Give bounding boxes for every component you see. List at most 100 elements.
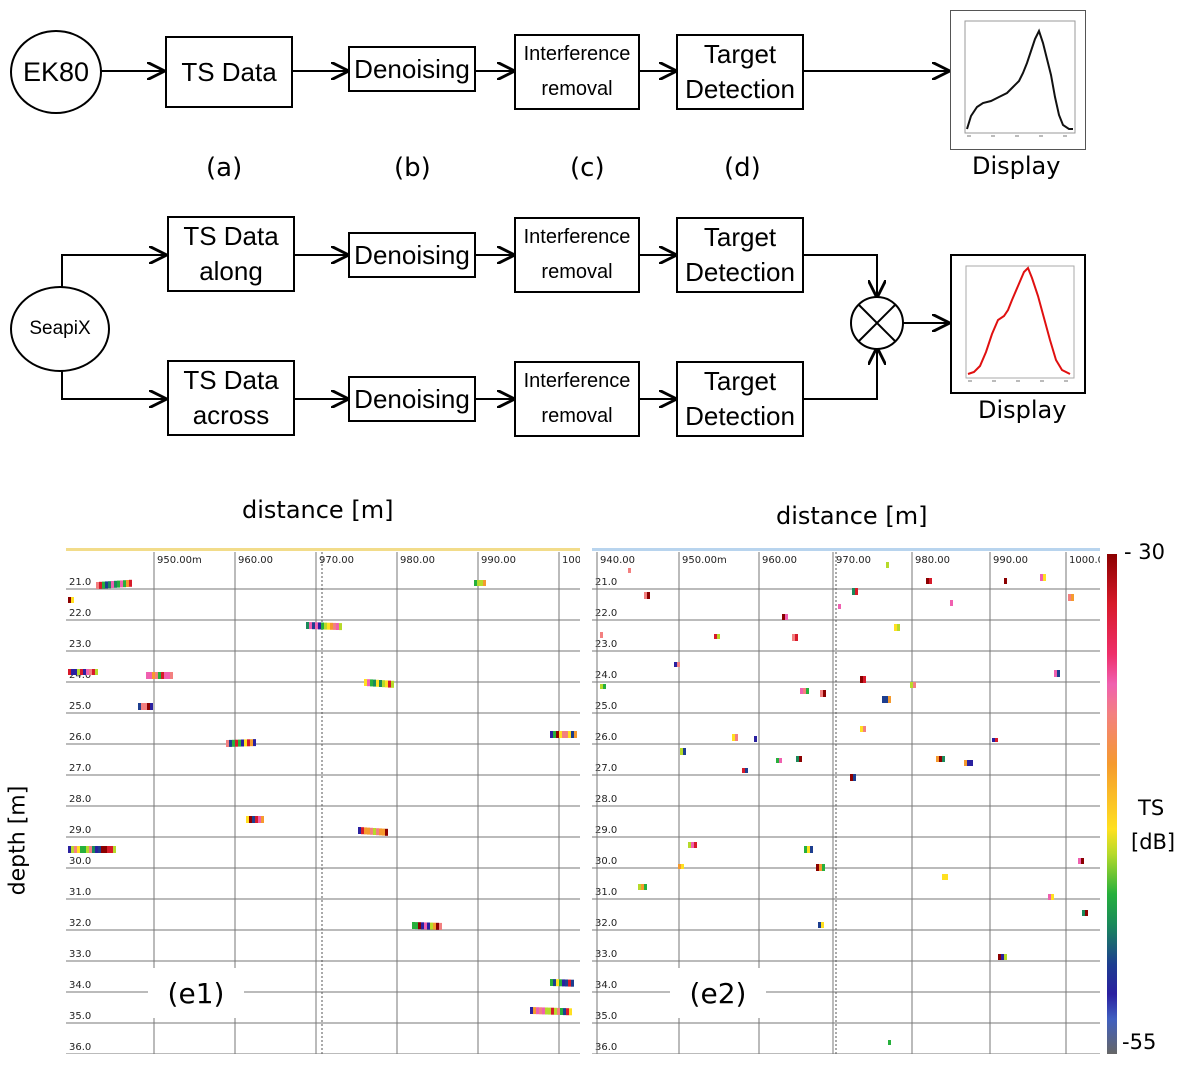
depth-tick-label: 34.0 — [69, 980, 91, 991]
target-echo — [964, 760, 973, 766]
panel-tag-e1: (e1) — [148, 968, 244, 1018]
box-target-line2: Detection — [685, 74, 795, 104]
target-echo — [644, 592, 650, 599]
display-plot-top — [964, 20, 1076, 137]
target-echo — [1078, 858, 1084, 864]
depth-tick-label: 31.0 — [595, 887, 617, 898]
box-ts-data-along: TS Data along — [167, 216, 295, 292]
depth-tick-label: 23.0 — [595, 639, 617, 650]
depth-axis-label-wrap: depth [m] — [0, 780, 36, 900]
depth-tick-label: 25.0 — [595, 701, 617, 712]
display-thumbnail-top — [950, 10, 1086, 150]
target-echo — [680, 748, 686, 755]
box-interf-across-line2: removal — [541, 405, 613, 427]
source-ek80: EK80 — [10, 30, 102, 114]
depth-tick-label: 29.0 — [69, 825, 91, 836]
depth-tick-label: 26.0 — [595, 732, 617, 743]
target-echo — [926, 578, 932, 584]
echogram-panel-left: 21.0 22.0 23.0 24.0 25.0 26.0 27.0 28.0 29.0 30.0… — [66, 548, 603, 1055]
box-ts-along-line2: along — [199, 256, 263, 286]
target-echo — [306, 622, 342, 631]
target-echo — [146, 672, 173, 679]
depth-tick-label: 36.0 — [69, 1042, 91, 1053]
target-echo — [820, 690, 826, 697]
source-seapix: SeapiX — [10, 286, 110, 372]
distance-tick-label: 950.00m — [157, 555, 202, 566]
target-echo — [860, 676, 866, 683]
target-echo — [412, 922, 442, 930]
box-ts-across-line1: TS Data — [183, 364, 279, 395]
target-echo — [950, 600, 953, 606]
source-ek80-label: EK80 — [22, 56, 90, 87]
target-echo — [998, 954, 1007, 960]
target-echo — [776, 758, 782, 763]
distance-label-left: distance [m] — [242, 496, 394, 524]
box-target-along-line2: Detection — [685, 257, 795, 287]
depth-tick-label: 31.0 — [69, 887, 91, 898]
target-echo — [358, 827, 388, 836]
distance-tick-label: 950.00m — [682, 555, 727, 566]
distance-tick-label: 960.00 — [762, 555, 797, 566]
distance-tick-label: 970.00 — [836, 555, 871, 566]
box-ts-along-line1: TS Data — [183, 220, 279, 251]
target-echo — [678, 864, 684, 869]
ts-colorbar — [1107, 554, 1117, 1054]
target-echo — [1054, 670, 1060, 677]
echogram-top-strip — [66, 548, 580, 551]
box-ts-data: TS Data — [165, 36, 293, 108]
depth-tick-label: 33.0 — [69, 949, 91, 960]
target-echo — [852, 588, 858, 595]
box-denoising-across-label: Denoising — [354, 383, 470, 414]
distance-tick-label: 960.00 — [238, 555, 273, 566]
depth-tick-label: 36.0 — [595, 1042, 617, 1053]
target-echo — [816, 864, 825, 871]
depth-tick-label: 27.0 — [595, 763, 617, 774]
colorbar-title: TS — [1138, 796, 1165, 820]
box-interference-line1: Interference — [523, 43, 631, 65]
display-plot-bottom — [965, 265, 1075, 382]
step-d: (d) — [724, 153, 761, 183]
target-echo — [800, 688, 809, 694]
box-target-detection: Target Detection — [676, 34, 804, 110]
depth-tick-label: 35.0 — [69, 1011, 91, 1022]
echogram-left: 21.0 22.0 23.0 24.0 25.0 26.0 27.0 28.0 29.0 30.0… — [66, 548, 603, 1055]
target-echo — [1040, 574, 1046, 581]
echogram-right: 21.0 22.0 23.0 24.0 25.0 26.0 27.0 28.0 29.0 30.0… — [592, 548, 1110, 1055]
distance-tick-label: 990.00 — [481, 555, 516, 566]
depth-tick-label: 32.0 — [69, 918, 91, 929]
distance-tick-label: 980.00 — [915, 555, 950, 566]
target-echo — [882, 696, 891, 703]
target-echo — [792, 634, 798, 641]
panel-tag-e2: (e2) — [670, 968, 766, 1018]
step-c: (c) — [570, 153, 605, 183]
box-interference-line2: removal — [541, 78, 613, 100]
box-interf-along-line2: removal — [541, 261, 613, 283]
arrow-along-combiner — [803, 254, 877, 296]
box-target-along: Target Detection — [676, 217, 804, 293]
target-echo — [638, 884, 647, 890]
depth-tick-label: 29.0 — [595, 825, 617, 836]
target-echo — [1048, 894, 1054, 900]
target-echo — [888, 1040, 891, 1045]
target-echo — [1068, 594, 1074, 601]
flow-connectors — [61, 0, 1180, 470]
box-target-across-line1: Target — [703, 365, 777, 396]
depth-tick-label: 27.0 — [69, 763, 91, 774]
arrow-across-combiner — [803, 349, 877, 400]
target-echo — [96, 579, 132, 589]
box-target-line1: Target — [703, 38, 777, 69]
target-echo — [886, 562, 889, 568]
target-echo — [838, 604, 841, 609]
arrow-seapix-across — [61, 370, 165, 399]
target-echo — [68, 597, 74, 603]
colorbar-unit: [dB] — [1131, 830, 1176, 854]
distance-label-right: distance [m] — [776, 502, 928, 530]
box-ts-across-line2: across — [192, 400, 270, 430]
display-thumbnail-bottom — [950, 254, 1086, 394]
depth-tick-label: 28.0 — [69, 794, 91, 805]
target-echo — [850, 774, 856, 781]
target-echo — [550, 979, 574, 987]
target-echo — [474, 580, 486, 586]
target-echo — [530, 1007, 572, 1016]
box-interference-removal: Interference removal — [514, 34, 640, 110]
